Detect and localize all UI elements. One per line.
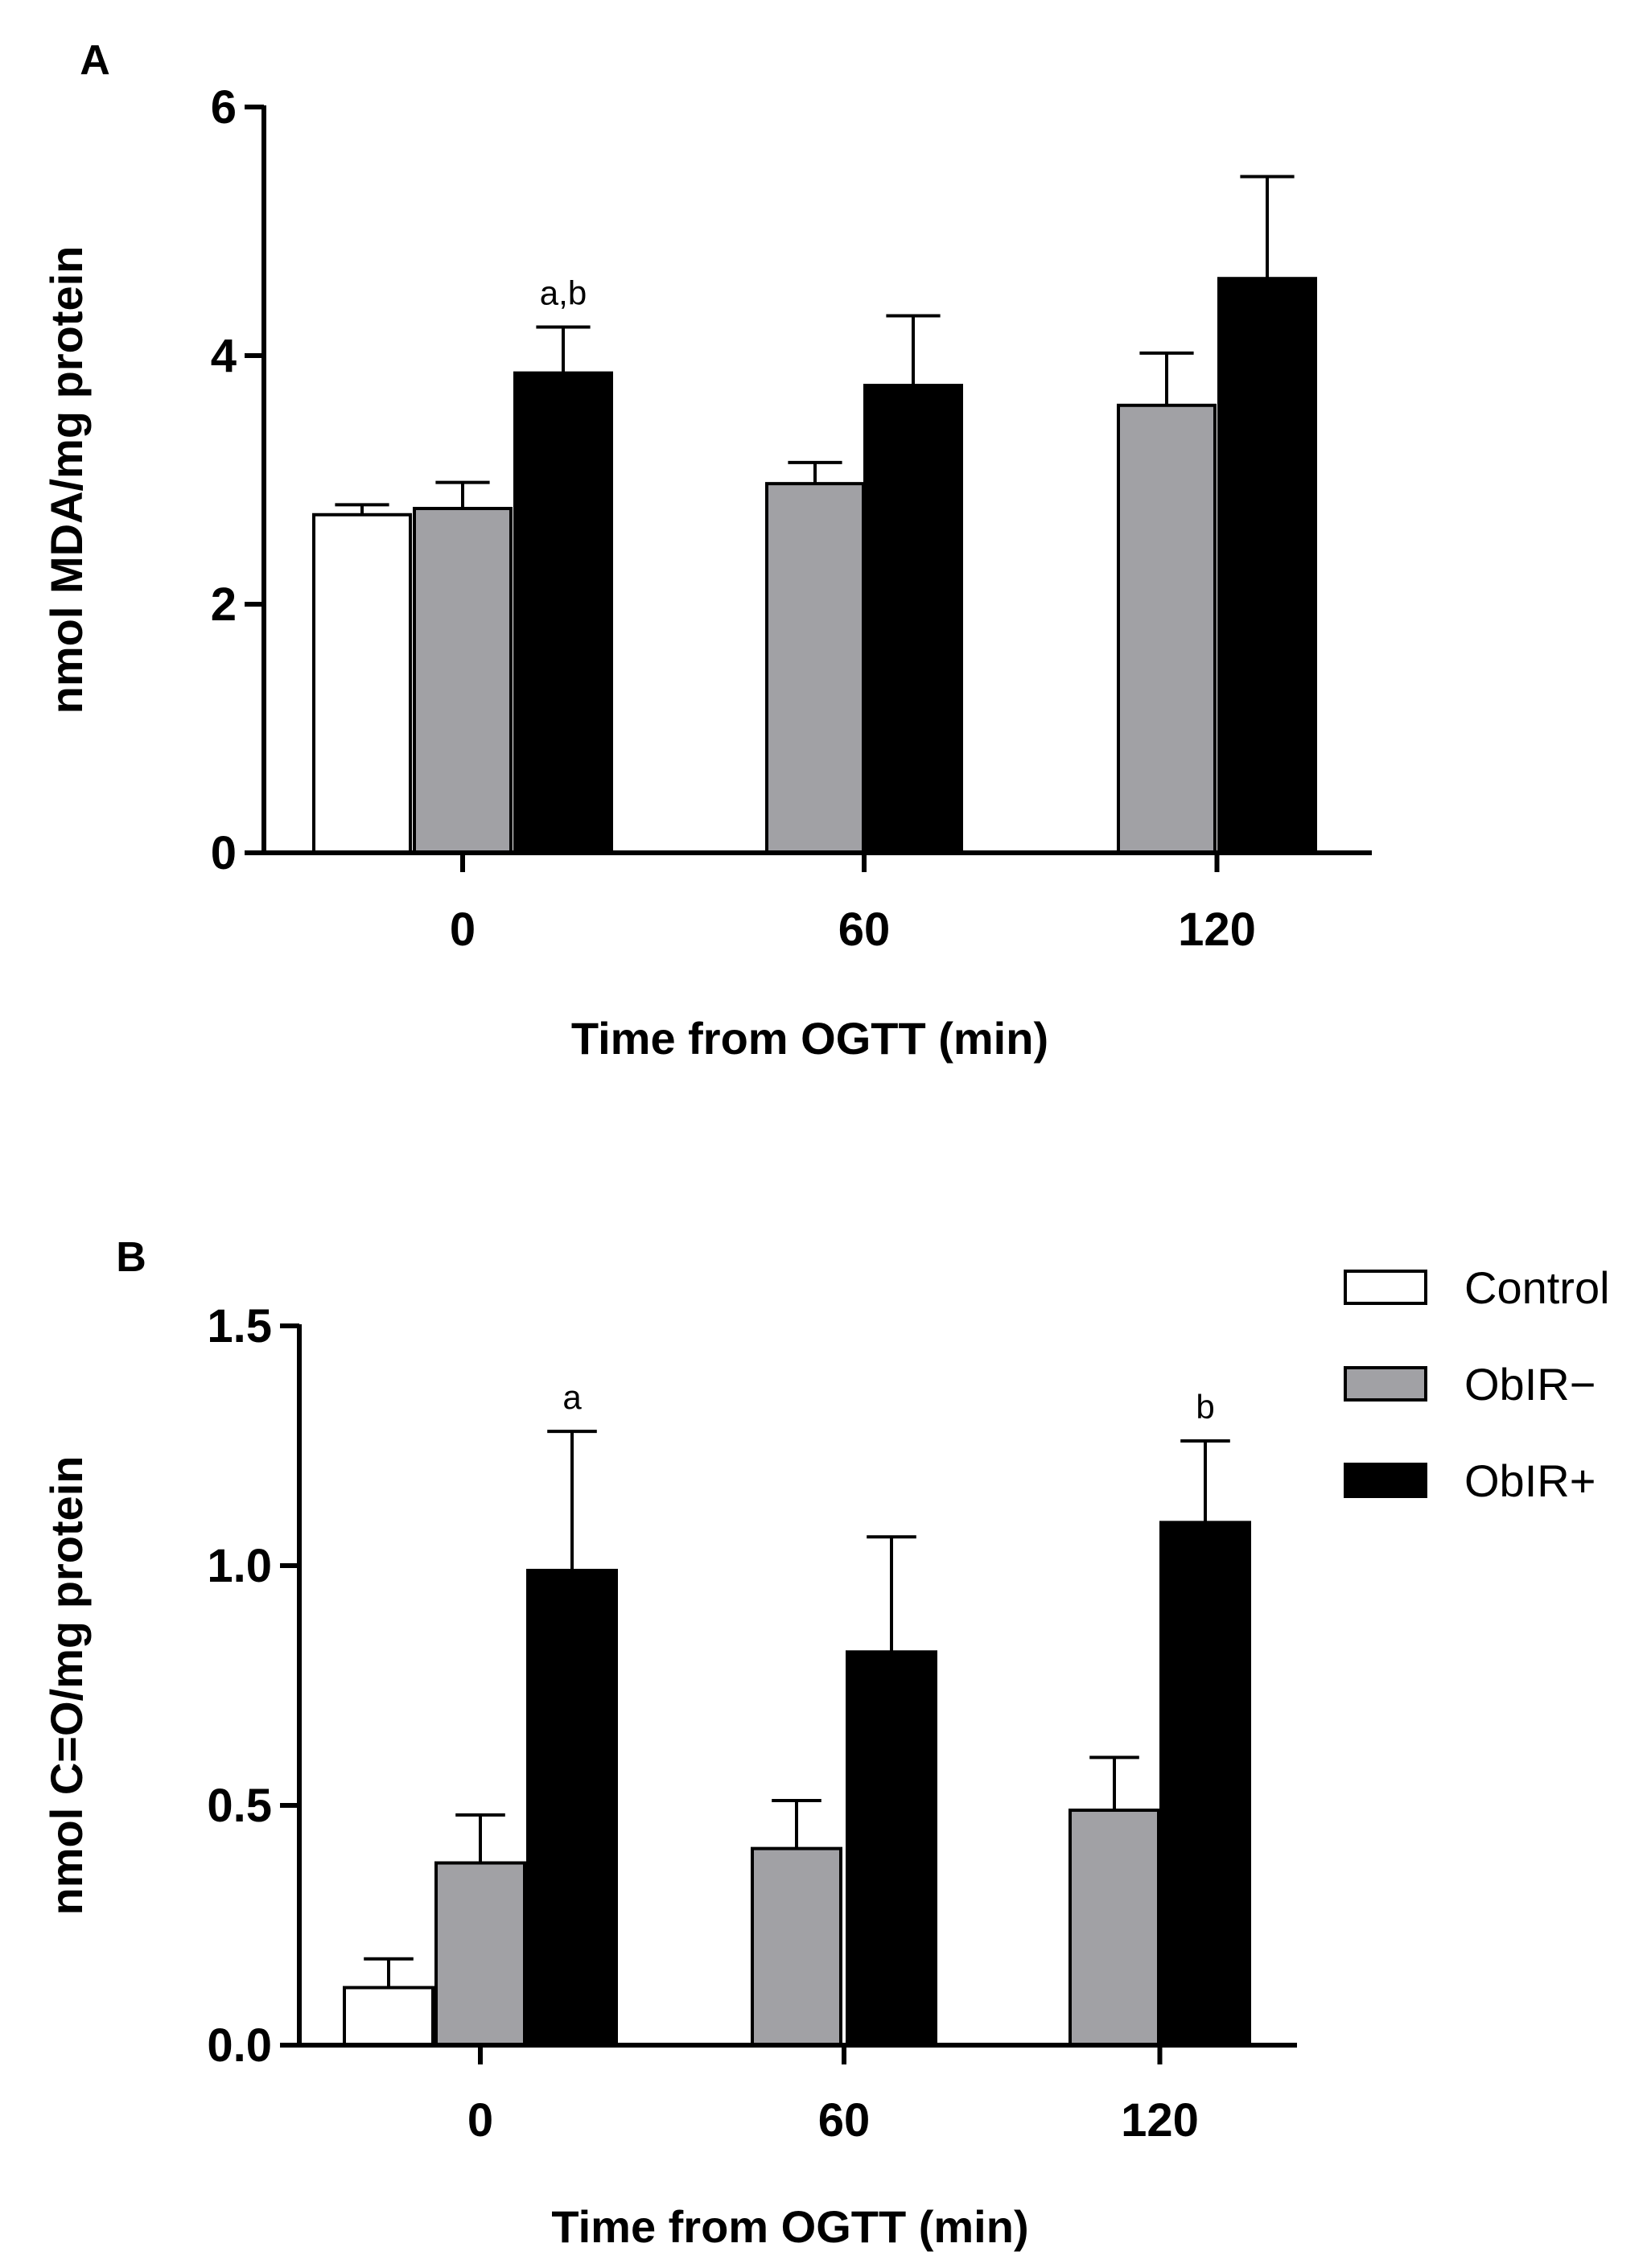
legend-label: ObIR+ — [1464, 1455, 1596, 1506]
x-axis-title: Time from OGTT (min) — [571, 1013, 1048, 1064]
x-tick-label: 60 — [818, 2094, 871, 2147]
legend-swatch — [1344, 1270, 1427, 1305]
x-tick-label: 120 — [1121, 2094, 1199, 2147]
y-axis-title: nmol MDA/mg protein — [41, 246, 92, 714]
x-tick-label: 0 — [450, 903, 476, 956]
bar-obir-minus-t60 — [765, 482, 865, 854]
x-axis-title: Time from OGTT (min) — [551, 2201, 1028, 2252]
x-tick-label: 120 — [1178, 903, 1256, 956]
bar-obir-plus-t120 — [1159, 1521, 1251, 2047]
legend-swatch — [1344, 1463, 1427, 1498]
significance-label: a — [562, 1378, 582, 1416]
x-tick-label: 60 — [838, 903, 891, 956]
legend-swatch — [1344, 1366, 1427, 1402]
bar-obir-plus-t120 — [1217, 277, 1317, 854]
y-tick-label: 0.0 — [207, 2019, 272, 2072]
bar-control-t0 — [312, 512, 412, 854]
y-tick-label: 0.5 — [207, 1780, 272, 1832]
y-tick-label: 1.0 — [207, 1540, 272, 1592]
bar-obir-plus-t0 — [513, 371, 613, 854]
y-tick-label: 0 — [211, 827, 237, 879]
panel-b: Ba b 0.0 0.5 1.0 1.5 0 60 120 Time from OGTT (min… — [41, 1234, 1297, 2252]
bar-control-t0 — [343, 1986, 434, 2047]
bar-obir-minus-t60 — [751, 1846, 842, 2047]
bar-obir-minus-t120 — [1068, 1808, 1160, 2047]
legend-label: ObIR− — [1464, 1359, 1596, 1410]
y-tick-label: 1.5 — [207, 1300, 272, 1352]
significance-label: b — [1196, 1388, 1214, 1426]
significance-label: a,b — [540, 274, 587, 311]
panel-letter-b: B — [116, 1234, 146, 1281]
bar-obir-minus-t120 — [1117, 403, 1217, 854]
legend: Control ObIR− ObIR+ — [1344, 1262, 1610, 1506]
y-axis-title: nmol C=O/mg protein — [41, 1456, 92, 1916]
y-tick-label: 4 — [211, 330, 237, 382]
legend-label: Control — [1464, 1262, 1610, 1313]
y-tick-label: 2 — [211, 578, 237, 631]
y-tick-label: 6 — [211, 81, 237, 134]
bar-obir-minus-t0 — [413, 507, 513, 854]
bar-obir-plus-t0 — [526, 1568, 618, 2047]
bar-obir-minus-t0 — [434, 1861, 526, 2048]
bar-obir-plus-t60 — [846, 1650, 937, 2048]
x-tick-label: 0 — [467, 2094, 493, 2147]
bar-obir-plus-t60 — [863, 384, 963, 854]
panel-letter-a: A — [80, 37, 110, 84]
